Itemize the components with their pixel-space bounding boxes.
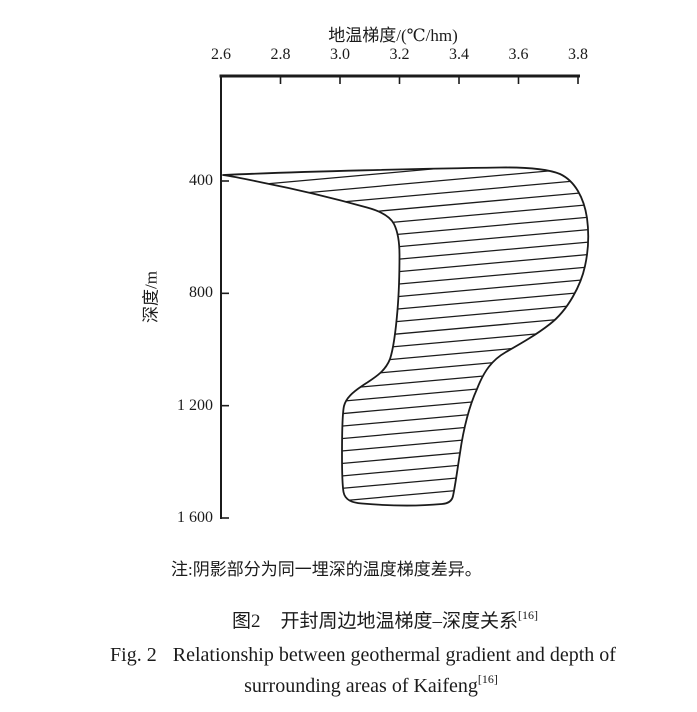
shaded-region-outline <box>222 166 590 507</box>
x-tick-label: 3.6 <box>508 46 529 63</box>
x-tick-label: 2.8 <box>270 46 291 63</box>
caption-en-reference: [16] <box>477 672 498 687</box>
y-axis-tick-labels: 400 800 1 200 1 600 <box>0 0 213 712</box>
hatch-lines <box>223 167 589 506</box>
x-tick-label: 3.8 <box>568 46 588 63</box>
caption-en-text: Relationship between geothermal gradient… <box>172 644 616 666</box>
x-tick-label: 2.6 <box>211 46 231 63</box>
y-tick-label: 400 <box>189 172 213 189</box>
y-axis-title: 深度/m <box>141 271 161 323</box>
caption-english-line2: surrounding areas of Kaifeng[16] <box>244 672 498 698</box>
x-tick-label: 3.2 <box>389 46 410 63</box>
caption-en-number: Fig. 2 <box>110 644 157 666</box>
y-tick-label: 800 <box>189 284 213 302</box>
caption-zh-text: 开封周边地温梯度–深度关系 <box>280 611 519 632</box>
hatch-line <box>223 167 589 190</box>
caption-english-line1: Fig. 2 Relationship between geothermal gr… <box>110 644 616 667</box>
x-axis-title: 地温梯度/(℃/hm) <box>328 26 458 45</box>
caption-chinese: 图2 开封周边地温梯度–深度关系[16] <box>232 606 538 633</box>
x-tick-label: 3.0 <box>330 46 350 63</box>
figure-note: 注:阴影部分为同一埋深的温度梯度差异。 <box>171 560 482 579</box>
caption-zh-reference: [16] <box>518 607 539 622</box>
y-tick-label: 1 200 <box>177 396 213 414</box>
x-tick-label: 3.4 <box>449 46 469 63</box>
x-axis-tick-labels: 2.6 2.8 3.0 3.2 3.4 3.6 3.8 <box>0 46 697 64</box>
caption-en-text2: surrounding areas of Kaifeng <box>244 675 478 697</box>
caption-zh-number: 图2 <box>231 611 261 632</box>
y-tick-label: 1 600 <box>177 509 213 526</box>
